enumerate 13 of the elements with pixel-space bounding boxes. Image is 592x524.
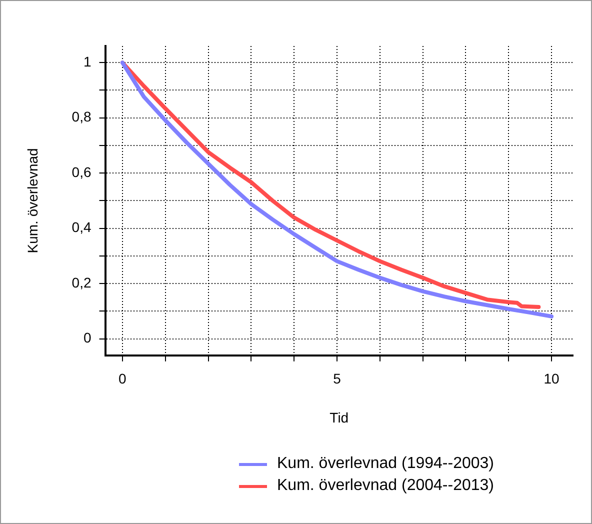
y-tick-label: 0	[83, 330, 92, 346]
y-tick-label: 0,2	[72, 274, 92, 290]
x-axis-title: Tid	[330, 409, 349, 426]
legend-label: Kum. överlevnad (1994--2003)	[277, 455, 494, 473]
x-tick-label: 0	[118, 370, 127, 387]
y-tick-label: 0,8	[72, 108, 92, 125]
x-tick-label: 5	[333, 370, 342, 387]
y-axis-title: Kum. överlevnad	[24, 148, 40, 254]
y-tick-label: 1	[83, 53, 92, 70]
x-tick-label: 10	[544, 370, 560, 387]
legend-label: Kum. överlevnad (2004--2013)	[277, 477, 494, 495]
y-tick-label: 0,6	[72, 164, 92, 180]
y-tick-label: 0,4	[72, 219, 92, 236]
